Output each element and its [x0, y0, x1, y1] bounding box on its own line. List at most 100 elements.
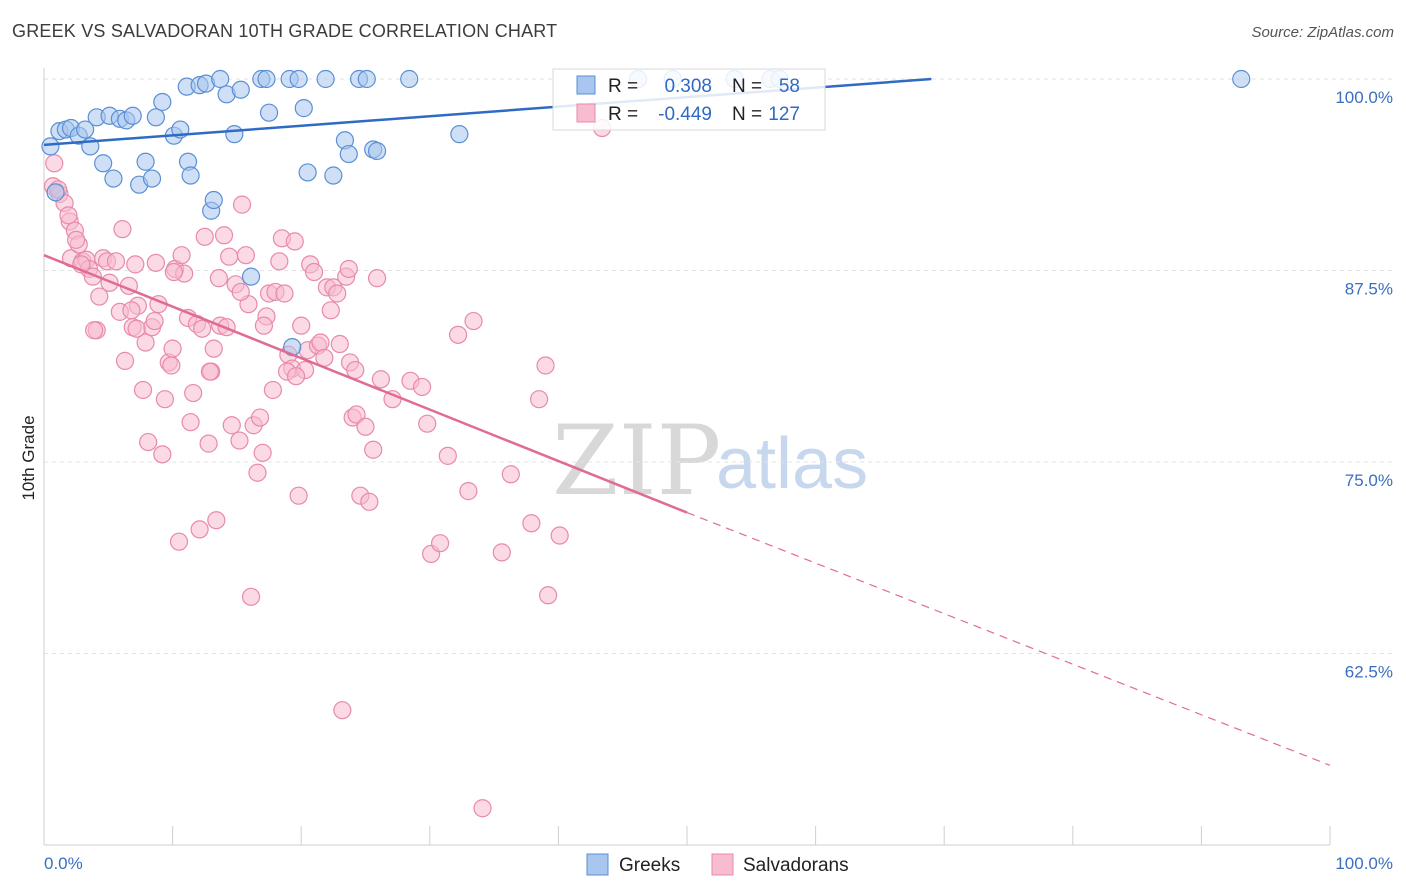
salvadoran-point [364, 440, 383, 459]
salvadoran-point [473, 799, 492, 818]
salvadoran-point [90, 287, 109, 306]
salvadoran-point [133, 380, 153, 400]
greek-point [142, 169, 162, 188]
salvadoran-point [530, 390, 549, 409]
series-legend: Greeks Salvadorans [586, 853, 849, 876]
salvadoran-point [459, 482, 478, 501]
salvadoran-point [122, 301, 141, 320]
salvadoran-point [162, 356, 181, 375]
salvadoran-point [45, 154, 64, 173]
salvadoran-point [536, 356, 555, 375]
legend-salvadorans-icon [711, 853, 734, 876]
salvadoran-point [172, 246, 191, 265]
greek-point [146, 108, 165, 127]
salvadoran-point [113, 220, 132, 239]
salvadoran-point [248, 463, 267, 482]
greek-point [204, 190, 223, 210]
salvadoran-point [550, 526, 569, 545]
salvadoran-point [200, 362, 219, 381]
greek-point [211, 69, 230, 89]
y-tick-labels: 100.0% 87.5% 75.0% 62.5% [1335, 88, 1393, 682]
salvadoran-point [347, 405, 366, 424]
salvadoran-point [155, 390, 174, 409]
zipatlas-watermark: ZIP atlas [552, 405, 868, 517]
salvadorans-points [43, 118, 612, 818]
x-tick-label-max: 100.0% [1335, 854, 1393, 873]
greek-point [450, 125, 469, 144]
legend-box [552, 68, 826, 131]
greek-point [225, 125, 244, 144]
greeks-n-label: N = [732, 76, 762, 97]
salvadoran-point [207, 511, 226, 530]
salvadoran-point [289, 486, 308, 505]
salvadoran-point [85, 321, 104, 340]
watermark-zip: ZIP [552, 405, 721, 517]
greek-point [241, 267, 261, 286]
salvadoran-point [275, 284, 294, 303]
salvadorans-n-label: N = [732, 104, 762, 125]
greek-point [400, 69, 419, 89]
salvadoran-point [250, 408, 270, 427]
x-ticks [43, 826, 1331, 845]
salvadoran-point [136, 333, 155, 352]
salvadoran-point [230, 431, 249, 450]
salvadorans-trend-extension [686, 511, 1331, 766]
y-tick-label: 62.5% [1345, 663, 1393, 682]
greek-point [294, 99, 313, 118]
salvadoran-point [328, 284, 347, 303]
salvadoran-point [153, 445, 172, 464]
salvadoran-point [163, 339, 182, 358]
salvadoran-point [236, 246, 256, 265]
greek-point [316, 69, 335, 89]
salvadoran-point [241, 587, 261, 606]
salvadoran-point [430, 534, 450, 553]
salvadoran-point [254, 316, 274, 335]
greeks-r-value: 0.308 [664, 76, 712, 97]
salvadoran-point [164, 262, 183, 282]
salvadoran-point [438, 446, 457, 465]
salvadoran-point [169, 532, 189, 551]
salvadoran-point [209, 269, 228, 288]
correlation-legend: R = 0.308 N = 58 R = -0.449 N = 127 [552, 68, 826, 131]
salvadoran-point [339, 259, 358, 279]
salvadoran-point [184, 383, 203, 403]
salvadoran-point [181, 413, 200, 432]
salvadoran-point [356, 417, 375, 436]
greek-point [357, 69, 376, 89]
greeks-swatch-icon [576, 75, 596, 95]
salvadoran-point [371, 370, 391, 389]
salvadoran-point [139, 432, 158, 452]
greek-point [94, 154, 113, 173]
y-tick-label: 75.0% [1345, 471, 1393, 490]
greek-point [298, 163, 317, 182]
salvadorans-n-value: 127 [768, 104, 800, 125]
greek-point [289, 69, 308, 89]
salvadoran-point [367, 269, 387, 288]
salvadoran-point [199, 434, 218, 453]
salvadoran-point [214, 226, 234, 245]
salvadoran-point [204, 339, 223, 358]
greek-point [324, 166, 343, 185]
salvadoran-point [145, 311, 164, 331]
legend-greeks-icon [586, 853, 609, 876]
salvadoran-point [190, 520, 209, 539]
salvadoran-point [522, 514, 541, 533]
salvadoran-point [311, 333, 330, 352]
salvadoran-point [285, 232, 304, 251]
salvadoran-point [127, 319, 146, 338]
salvadorans-swatch-icon [576, 103, 596, 123]
salvadoran-point [67, 230, 86, 249]
salvadoran-point [286, 367, 306, 386]
y-tick-label: 100.0% [1335, 88, 1393, 107]
salvadoran-point [193, 319, 212, 338]
source-credit: Source: ZipAtlas.com [1251, 24, 1394, 41]
salvadoran-point [333, 701, 352, 720]
salvadoran-point [360, 492, 379, 511]
greek-point [367, 141, 387, 161]
legend-salvadorans-label: Salvadorans [743, 855, 849, 876]
salvadoran-point [126, 255, 145, 274]
salvadoran-point [115, 351, 135, 370]
salvadorans-r-value: -0.449 [658, 104, 712, 125]
grid-lines [44, 78, 1393, 654]
